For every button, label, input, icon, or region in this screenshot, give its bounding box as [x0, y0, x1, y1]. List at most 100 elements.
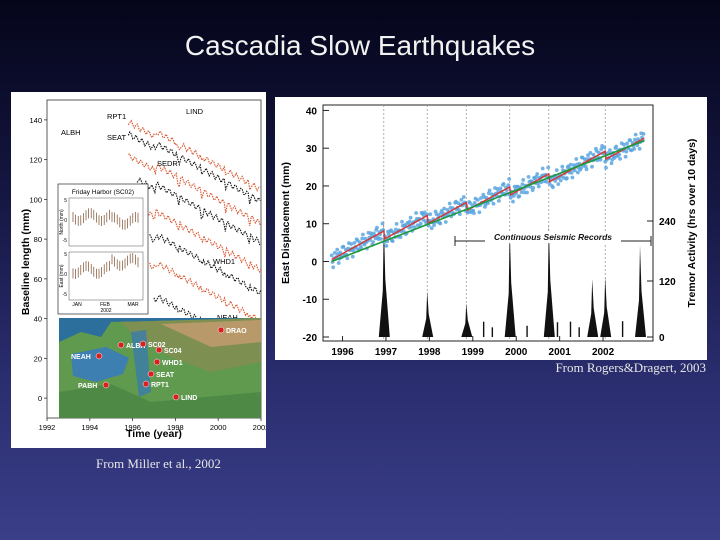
displacement-point: [341, 244, 346, 249]
inset-month-label: JAN: [72, 302, 82, 308]
displacement-point: [407, 219, 412, 224]
displacement-point: [526, 175, 531, 179]
displacement-point: [438, 221, 443, 226]
y-tick-label: 60: [34, 275, 42, 284]
y-tick-label: 30: [306, 144, 318, 155]
displacement-point: [604, 165, 608, 170]
y-tick-label: -20: [303, 333, 318, 344]
displacement-point: [622, 142, 626, 147]
displacement-point: [443, 220, 448, 224]
displacement-point: [501, 182, 506, 186]
series-label: LIND: [186, 107, 204, 116]
displacement-point: [632, 147, 637, 151]
x-axis-label: Time (year): [126, 428, 182, 440]
inset-title: Friday Harbor (SC02): [72, 189, 134, 196]
y-tick-label: 140: [29, 116, 42, 125]
map-site-label: RPT1: [151, 382, 169, 389]
displacement-point: [360, 236, 365, 241]
y-tick-label: 20: [306, 182, 318, 193]
displacement-point: [477, 210, 482, 215]
displacement-point: [535, 172, 540, 176]
displacement-point: [345, 256, 350, 261]
map-site-label: LIND: [181, 395, 197, 402]
displacement-point: [351, 248, 356, 253]
displacement-point: [572, 168, 577, 173]
displacement-point: [472, 201, 477, 205]
x-tick-label: 2000: [505, 347, 528, 358]
map-site: [117, 341, 125, 349]
seismic-records-label: Continuous Seismic Records: [494, 232, 612, 242]
displacement-point: [536, 184, 541, 189]
displacement-point: [570, 175, 575, 180]
tremor-spike: [543, 223, 555, 337]
y-tick-label-right: 240: [659, 217, 676, 228]
displacement-point: [584, 167, 589, 172]
displacement-point: [519, 190, 524, 195]
map-site-label: SC02: [148, 342, 166, 349]
x-tick-label: 1992: [39, 423, 56, 432]
y-tick-label: 20: [34, 354, 42, 363]
displacement-fit-line: [331, 137, 645, 261]
displacement-point: [525, 190, 529, 195]
displacement-point: [384, 244, 389, 248]
map-site-label: PABH: [78, 383, 97, 390]
y-tick-label: 40: [306, 106, 318, 117]
inset-tick-label: 5: [64, 198, 67, 204]
displacement-point: [636, 137, 640, 142]
displacement-point: [459, 197, 464, 202]
tremor-spike: [600, 276, 612, 337]
displacement-point: [540, 166, 545, 171]
displacement-point: [553, 179, 558, 183]
displacement-point: [491, 201, 496, 206]
displacement-point: [487, 188, 492, 193]
displacement-point: [475, 198, 480, 202]
displacement-point: [371, 240, 375, 244]
map-site-label: NEAH: [71, 354, 91, 361]
displacement-point: [517, 194, 522, 199]
displacement-point: [332, 251, 337, 255]
inset-north-label: North (mm): [59, 209, 65, 235]
x-tick-label: 2002: [253, 423, 266, 432]
displacement-point: [609, 161, 614, 166]
displacement-point: [633, 132, 638, 137]
y-tick-label-right: 120: [659, 277, 676, 288]
baseline-series: [153, 294, 261, 359]
inset-tick-label: 5: [64, 252, 67, 258]
tremor-spike: [378, 221, 390, 337]
displacement-point: [625, 141, 629, 146]
tremor-spike: [587, 279, 599, 337]
series-label: SEDR: [157, 159, 178, 168]
displacement-point: [361, 232, 365, 237]
displacement-point: [495, 186, 500, 191]
inset-month-label: MAR: [127, 302, 139, 308]
tremor-spike: [461, 303, 473, 337]
y-tick-label: -10: [303, 295, 318, 306]
map-site-label: WHD1: [162, 360, 183, 367]
displacement-point: [576, 170, 580, 175]
displacement-point: [590, 164, 594, 169]
displacement-point: [429, 226, 434, 231]
x-tick-label: 2000: [210, 423, 227, 432]
map-site: [153, 358, 161, 366]
displacement-point: [641, 132, 646, 136]
baseline-series: [140, 208, 262, 273]
baseline-series: [127, 130, 261, 205]
displacement-point: [579, 166, 583, 170]
displacement-point: [375, 225, 379, 230]
displacement-point: [418, 221, 423, 226]
y-axis-label: East Displacement (mm): [280, 162, 292, 284]
displacement-point: [394, 222, 399, 226]
y-tick-label: 40: [34, 315, 42, 324]
y-tick-label: 10: [306, 220, 318, 231]
series-label: ALBH: [61, 128, 81, 137]
displacement-point: [414, 211, 418, 215]
displacement-point: [511, 194, 516, 198]
inset-friday-harbor: Friday Harbor (SC02) North (mm) East (mm…: [57, 183, 149, 315]
inset-tick-label: -5: [63, 238, 68, 244]
x-tick-label: 1997: [375, 347, 398, 358]
caption-right: From Rogers&Dragert, 2003: [555, 360, 706, 375]
y-axis-label: Baseline length (mm): [20, 209, 32, 315]
displacement-point: [409, 225, 414, 229]
map-site: [155, 346, 163, 354]
tremor-spike: [635, 245, 646, 337]
